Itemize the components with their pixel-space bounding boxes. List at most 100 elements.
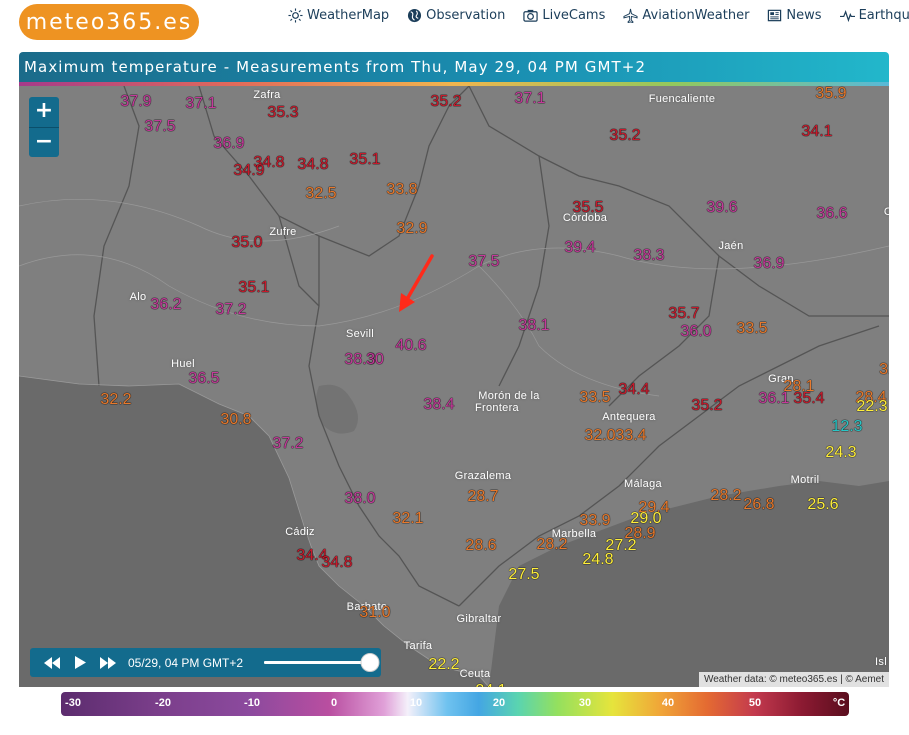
terrain-layer [19,86,889,687]
temperature-marker[interactable]: 28.6 [465,537,497,554]
temperature-marker[interactable]: 28.4 [855,389,887,406]
temperature-marker[interactable]: 37.9 [120,93,152,110]
temperature-marker[interactable]: 36.9 [753,255,785,272]
place-label: Grazalema [454,470,512,482]
temperature-marker[interactable]: 40.6 [395,337,427,354]
temperature-marker[interactable]: 34.9 [233,162,265,179]
temperature-marker[interactable]: 29.4 [638,499,670,516]
temperature-marker[interactable]: 33.8 [386,181,418,198]
temperature-marker[interactable]: 35.2 [430,93,462,110]
temperature-marker[interactable]: 28.2 [536,536,568,553]
temperature-marker[interactable]: 30.8 [220,411,252,428]
rewind-button[interactable] [38,653,66,673]
temperature-marker[interactable]: 33.4 [615,427,647,444]
temperature-marker[interactable]: 38.3 [344,351,376,368]
temperature-marker[interactable]: 12.3 [831,418,863,435]
play-button[interactable] [66,653,94,673]
temperature-marker[interactable]: 36.6 [816,205,848,222]
temperature-marker[interactable]: 34.8 [321,554,353,571]
temperature-marker[interactable]: 27.5 [508,566,540,583]
temperature-marker[interactable]: 34.8 [253,154,285,171]
zoom-out-button[interactable]: − [29,127,59,157]
nav-earthquake[interactable]: Earthquake [839,8,909,23]
temperature-marker[interactable]: 24.3 [825,444,857,461]
temperature-marker[interactable]: 38.1 [518,317,550,334]
nav-news[interactable]: News [767,8,822,23]
temperature-marker[interactable]: 39.4 [564,239,596,256]
temperature-marker[interactable]: 35.3 [267,104,299,121]
temperature-marker[interactable]: 38.3 [633,247,665,264]
temperature-marker[interactable]: 27.2 [605,537,637,554]
newspaper-icon [768,9,782,22]
zoom-in-button[interactable]: + [34,98,54,123]
temperature-marker[interactable]: 37.5 [468,253,500,270]
temperature-marker[interactable]: 33.5 [579,389,611,406]
temperature-marker[interactable]: 31 [879,361,889,378]
map-widget: Maximum temperature - Measurements from … [19,52,889,687]
nav-weathermap[interactable]: WeatherMap [288,8,389,23]
temperature-marker[interactable]: 37.2 [272,435,304,452]
globe-icon [408,8,422,23]
temperature-marker[interactable]: 30 [366,351,384,368]
temperature-marker[interactable]: 28.9 [624,525,656,542]
temperature-marker[interactable]: 37.5 [144,118,176,135]
time-slider[interactable] [264,653,380,672]
temperature-marker[interactable]: 24.1 [475,682,506,687]
temperature-marker[interactable]: 35.9 [815,85,847,102]
temperature-marker[interactable]: 34.1 [801,123,833,140]
temperature-marker[interactable]: 29.0 [630,510,662,527]
temperature-marker[interactable]: 22.2 [428,656,460,673]
temperature-marker[interactable]: 32.2 [100,391,132,408]
temperature-marker[interactable]: 35.1 [349,151,381,168]
temperature-marker[interactable]: 28.7 [467,488,499,505]
temperature-marker[interactable]: 28.2 [710,487,742,504]
temperature-marker[interactable]: 35.5 [572,199,604,216]
attribution[interactable]: Weather data: © meteo365.es | © Aemet [698,672,889,687]
scale-label: 30 [578,697,592,709]
temperature-marker[interactable]: 34.4 [618,381,650,398]
temperature-marker[interactable]: 33.5 [736,320,768,337]
temperature-marker[interactable]: 37.2 [215,301,247,318]
fast-forward-button[interactable] [94,653,122,673]
temperature-marker[interactable]: 36.5 [188,370,220,387]
temperature-marker[interactable]: 39.6 [706,199,738,216]
temperature-marker[interactable]: 36.2 [150,296,182,313]
temperature-marker[interactable]: 25.6 [807,496,839,513]
temperature-marker[interactable]: 35.2 [691,397,723,414]
temperature-marker[interactable]: 38.4 [423,396,455,413]
site-logo[interactable]: meteo365.es [19,4,199,40]
temperature-marker[interactable]: 32.9 [396,220,428,237]
temperature-marker[interactable]: 34.8 [297,156,329,173]
scale-label: -20 [155,697,171,709]
time-slider-thumb[interactable] [360,653,380,672]
temperature-marker[interactable]: 33.9 [579,512,611,529]
nav-aviationweather[interactable]: AviationWeather [623,8,749,23]
temperature-marker[interactable]: 36.0 [680,323,712,340]
nav-livecams[interactable]: LiveCams [523,8,605,23]
temperature-marker[interactable]: 22.3 [856,398,888,415]
temperature-marker[interactable]: 31.0 [359,604,391,621]
temperature-marker[interactable]: 32.5 [305,185,337,202]
temperature-marker[interactable]: 38.0 [344,490,376,507]
fast-forward-icon [100,656,116,669]
nav-observation[interactable]: Observation [407,8,505,23]
temperature-marker[interactable]: 35.0 [231,234,263,251]
temperature-marker[interactable]: 36.9 [213,135,245,152]
temperature-marker[interactable]: 32.1 [392,510,424,527]
temperature-marker[interactable]: 36.1 [758,390,790,407]
temperature-marker[interactable]: 35.2 [609,127,641,144]
temperature-marker[interactable]: 32.0 [584,427,616,444]
temperature-marker[interactable]: 35.1 [238,279,270,296]
place-label: Morón de la [478,390,540,402]
temperature-marker[interactable]: 35.7 [668,305,700,322]
temperature-marker[interactable]: 35.4 [793,390,825,407]
temperature-marker[interactable]: 37.1 [514,90,546,107]
time-player: 05/29, 04 PM GMT+2 [30,648,381,677]
temperature-marker[interactable]: 34.4 [296,547,328,564]
temperature-marker[interactable]: 37.1 [185,95,217,112]
place-label: Frontera [475,402,519,414]
temperature-marker[interactable]: 28.1 [783,378,815,395]
map-canvas[interactable]: Zafra Fuencaliente Zufre Córdoba Jaén Alo Sevi… [19,85,889,687]
temperature-marker[interactable]: 24.8 [582,551,614,568]
temperature-marker[interactable]: 26.8 [743,496,775,513]
